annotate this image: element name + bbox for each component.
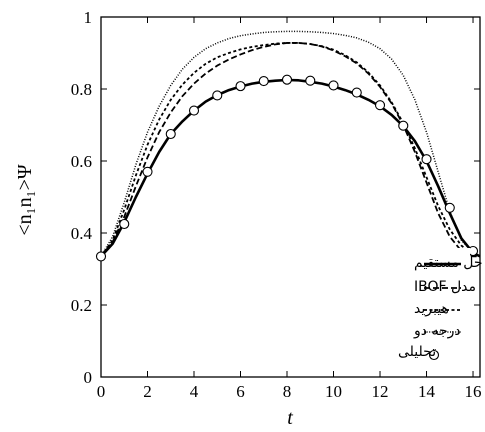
series-analytical-point	[235, 81, 246, 92]
y-tick-label: 1	[84, 8, 93, 27]
markers-layer	[95, 74, 479, 262]
x-tick-label: 2	[143, 382, 152, 401]
legend: حل مستقیم مدل IBOF هیبرید درجه دو تحلیلی	[300, 248, 483, 366]
series-analytical-point	[421, 154, 432, 165]
x-tick-label: 10	[325, 382, 342, 401]
series-analytical-point	[398, 120, 409, 131]
series-analytical-point	[374, 100, 386, 111]
x-axis-label: t	[287, 407, 293, 429]
series-analytical-point	[165, 128, 176, 140]
series-analytical-point	[212, 90, 223, 101]
series-analytical-point	[188, 105, 200, 116]
legend-label-analytical: تحلیلی	[398, 344, 436, 360]
x-tick-label: 4	[190, 382, 199, 401]
y-tick-label: 0.2	[71, 296, 92, 315]
x-tick-label: 16	[465, 382, 482, 401]
y-tick-label: 0	[84, 368, 93, 387]
series-hybrid-line	[100, 42, 481, 258]
x-tick-label: 0	[97, 382, 106, 401]
legend-label-quadratic: درجه دو	[413, 323, 461, 339]
series-analytical-point	[142, 166, 153, 177]
legend-marker-analytical	[428, 349, 440, 361]
x-tick-label: 14	[418, 382, 436, 401]
series-analytical-point	[305, 75, 316, 86]
y-tick-label: 0.8	[71, 80, 92, 99]
series-layer	[100, 30, 481, 258]
series-analytical-point	[351, 87, 362, 98]
y-axis-label: <n₁n₁>Ψ	[14, 164, 36, 236]
series-analytical-point	[444, 202, 455, 213]
series-direct-solution-line	[100, 78, 481, 258]
plot-frame	[100, 16, 481, 378]
series-analytical-point	[281, 74, 293, 85]
legend-background	[300, 248, 470, 366]
x-tick-label: 12	[372, 382, 389, 401]
y-tick-label: 0.6	[71, 152, 92, 171]
legend-label-ibof: مدل IBOF	[414, 279, 476, 295]
y-tick-label: 0.4	[71, 224, 93, 243]
series-analytical-point	[328, 80, 339, 91]
legend-label-hybrid: هیبرید	[414, 301, 449, 317]
axis-ticks: 0 2 4 6 8 10 12 14 16 0 0.2 0.4 0.6 0.8 1	[71, 8, 482, 401]
series-analytical-point	[119, 218, 130, 230]
x-tick-label: 8	[283, 382, 292, 401]
series-ibof-model-line	[100, 42, 480, 258]
x-tick-label: 6	[236, 382, 245, 401]
series-quadratic-line	[100, 30, 481, 258]
series-analytical-point	[95, 251, 107, 262]
series-analytical-point	[258, 76, 269, 87]
